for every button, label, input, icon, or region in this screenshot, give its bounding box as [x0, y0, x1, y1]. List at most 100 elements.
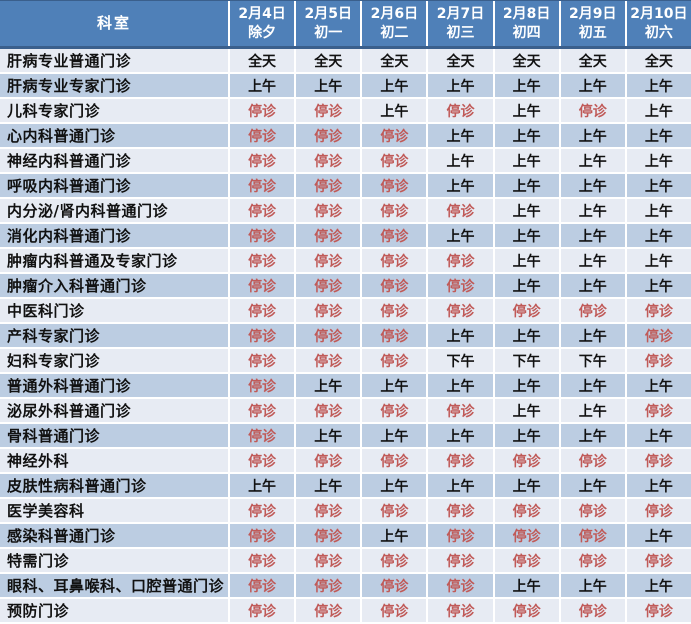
schedule-cell: 全天 [558, 49, 625, 74]
schedule-cell: 停诊 [294, 199, 361, 224]
schedule-cell: 上午 [624, 424, 691, 449]
schedule-cell: 上午 [558, 149, 625, 174]
schedule-cell: 停诊 [228, 199, 295, 224]
column-header-date-5: 2月9日 初五 [558, 1, 625, 46]
schedule-cell: 上午 [426, 424, 493, 449]
schedule-cell: 上午 [558, 199, 625, 224]
schedule-cell: 停诊 [228, 224, 295, 249]
schedule-cell: 停诊 [228, 299, 295, 324]
schedule-cell: 上午 [492, 224, 559, 249]
department-header-label: 科室 [96, 13, 131, 32]
schedule-cell: 停诊 [360, 349, 427, 374]
department-cell: 呼吸内科普通门诊 [0, 174, 228, 199]
schedule-cell: 上午 [492, 99, 559, 124]
table-row: 产科专家门诊 停诊 停诊 停诊 上午 上午 上午 停诊 [0, 324, 691, 349]
schedule-cell: 全天 [426, 49, 493, 74]
schedule-cell: 停诊 [360, 399, 427, 424]
schedule-cell: 停诊 [228, 499, 295, 524]
schedule-cell: 停诊 [426, 549, 493, 574]
schedule-cell: 上午 [492, 399, 559, 424]
schedule-cell: 停诊 [558, 449, 625, 474]
schedule-cell: 停诊 [558, 524, 625, 549]
schedule-cell: 停诊 [228, 574, 295, 599]
department-cell: 肿瘤内科普通及专家门诊 [0, 249, 228, 274]
schedule-cell: 停诊 [558, 499, 625, 524]
table-row: 神经内科普通门诊 停诊 停诊 停诊 上午 上午 上午 上午 [0, 149, 691, 174]
department-cell: 心内科普通门诊 [0, 124, 228, 149]
schedule-cell: 停诊 [228, 399, 295, 424]
schedule-cell: 上午 [624, 474, 691, 499]
schedule-cell: 停诊 [294, 449, 361, 474]
schedule-cell: 停诊 [294, 349, 361, 374]
schedule-cell: 上午 [426, 124, 493, 149]
department-cell: 特需门诊 [0, 549, 228, 574]
table-row: 普通外科普通门诊 停诊 上午 上午 上午 上午 上午 上午 [0, 374, 691, 399]
date-label: 2月10日 [630, 6, 688, 23]
schedule-cell: 停诊 [294, 249, 361, 274]
schedule-cell: 上午 [426, 224, 493, 249]
date-label: 2月6日 [370, 6, 419, 23]
schedule-cell: 停诊 [228, 374, 295, 399]
schedule-cell: 上午 [558, 74, 625, 99]
department-cell: 儿科专家门诊 [0, 99, 228, 124]
schedule-cell: 停诊 [558, 299, 625, 324]
schedule-cell: 停诊 [558, 99, 625, 124]
department-cell: 感染科普通门诊 [0, 524, 228, 549]
table-row: 肿瘤内科普通及专家门诊 停诊 停诊 停诊 停诊 上午 上午 上午 [0, 249, 691, 274]
schedule-cell: 停诊 [360, 174, 427, 199]
schedule-cell: 上午 [558, 424, 625, 449]
schedule-cell: 上午 [624, 249, 691, 274]
schedule-cell: 上午 [492, 124, 559, 149]
schedule-cell: 上午 [294, 74, 361, 99]
schedule-cell: 停诊 [360, 574, 427, 599]
schedule-cell: 上午 [558, 274, 625, 299]
table-row: 泌尿外科普通门诊 停诊 停诊 停诊 停诊 上午 上午 停诊 [0, 399, 691, 424]
schedule-cell: 停诊 [294, 174, 361, 199]
schedule-cell: 全天 [492, 49, 559, 74]
date-label: 2月7日 [436, 6, 485, 23]
schedule-cell: 上午 [558, 374, 625, 399]
department-cell: 普通外科普通门诊 [0, 374, 228, 399]
schedule-cell: 停诊 [426, 599, 493, 624]
lunar-day-label: 初六 [644, 24, 673, 41]
schedule-cell: 上午 [360, 99, 427, 124]
schedule-cell: 停诊 [624, 599, 691, 624]
column-header-date-0: 2月4日 除夕 [228, 1, 294, 46]
table-row: 眼科、耳鼻喉科、口腔普通门诊 停诊 停诊 停诊 停诊 上午 上午 上午 [0, 574, 691, 599]
schedule-cell: 停诊 [360, 124, 427, 149]
schedule-cell: 上午 [360, 424, 427, 449]
schedule-cell: 停诊 [294, 599, 361, 624]
table-row: 内分泌/肾内科普通门诊 停诊 停诊 停诊 停诊 上午 上午 上午 [0, 199, 691, 224]
schedule-cell: 上午 [558, 574, 625, 599]
schedule-cell: 停诊 [228, 249, 295, 274]
schedule-cell: 停诊 [426, 249, 493, 274]
department-cell: 妇科专家门诊 [0, 349, 228, 374]
schedule-cell: 停诊 [294, 549, 361, 574]
schedule-cell: 上午 [294, 374, 361, 399]
schedule-cell: 停诊 [360, 249, 427, 274]
schedule-cell: 停诊 [558, 549, 625, 574]
department-cell: 医学美容科 [0, 499, 228, 524]
schedule-cell: 上午 [558, 174, 625, 199]
schedule-cell: 下午 [558, 349, 625, 374]
schedule-cell: 停诊 [294, 149, 361, 174]
table-row: 肝病专业专家门诊 上午 上午 上午 上午 上午 上午 上午 [0, 74, 691, 99]
schedule-cell: 停诊 [228, 599, 295, 624]
table-row: 神经外科 停诊 停诊 停诊 停诊 停诊 停诊 停诊 [0, 449, 691, 474]
table-row: 妇科专家门诊 停诊 停诊 停诊 下午 下午 下午 停诊 [0, 349, 691, 374]
schedule-cell: 停诊 [492, 499, 559, 524]
schedule-cell: 停诊 [294, 224, 361, 249]
schedule-cell: 停诊 [426, 199, 493, 224]
schedule-cell: 上午 [624, 274, 691, 299]
schedule-cell: 上午 [228, 74, 295, 99]
department-cell: 肝病专业专家门诊 [0, 74, 228, 99]
schedule-cell: 停诊 [624, 349, 691, 374]
schedule-cell: 上午 [360, 74, 427, 99]
schedule-cell: 停诊 [426, 524, 493, 549]
table-row: 骨科普通门诊 停诊 上午 上午 上午 上午 上午 上午 [0, 424, 691, 449]
schedule-cell: 上午 [558, 249, 625, 274]
schedule-cell: 上午 [492, 274, 559, 299]
schedule-cell: 停诊 [360, 549, 427, 574]
schedule-cell: 停诊 [294, 299, 361, 324]
schedule-cell: 下午 [492, 349, 559, 374]
